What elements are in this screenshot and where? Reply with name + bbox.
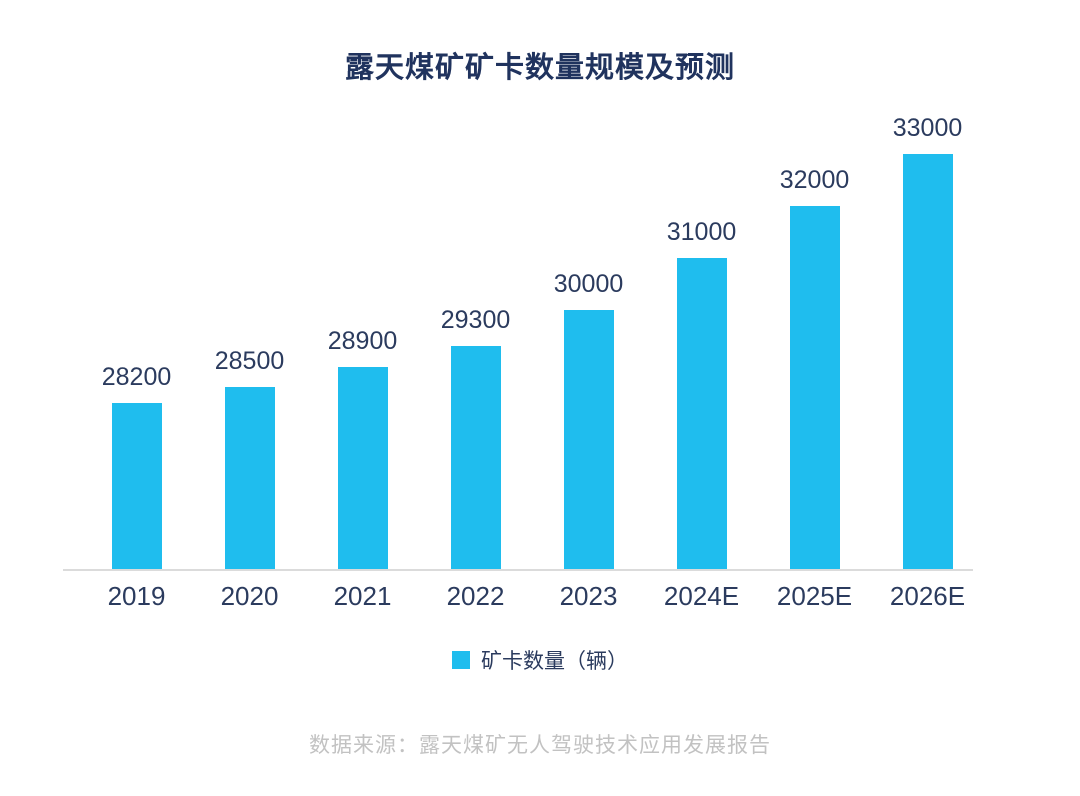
bar-column: 29300 <box>419 110 532 569</box>
bar-value-label: 28900 <box>327 327 398 355</box>
bar-column: 28900 <box>306 110 419 569</box>
bar <box>563 310 614 569</box>
bars-row: 28200 28500 28900 29300 30000 31000 32000 33000 <box>80 110 984 569</box>
bar-value-label: 28200 <box>101 363 172 391</box>
bar <box>676 258 727 569</box>
source-note: 数据来源：露天煤矿无人驾驶技术应用发展报告 <box>309 734 771 757</box>
x-axis-labels: 2019 2020 2021 2022 2023 2024E 2025E 2026E <box>80 581 984 612</box>
bar <box>111 403 162 569</box>
x-axis-tick-label: 2021 <box>333 581 392 611</box>
legend: 矿卡数量（辆） <box>0 645 1080 675</box>
bar <box>789 206 840 569</box>
bar <box>902 154 953 569</box>
x-axis-tick-label: 2020 <box>220 581 279 611</box>
bar-column: 28500 <box>193 110 306 569</box>
bar-value-label: 33000 <box>892 114 963 142</box>
bar-column: 31000 <box>645 110 758 569</box>
x-axis-tick-label: 2019 <box>107 581 166 611</box>
chart-title: 露天煤矿矿卡数量规模及预测 <box>344 52 735 84</box>
bar-column: 32000 <box>758 110 871 569</box>
bar <box>450 346 501 569</box>
bar-column: 28200 <box>80 110 193 569</box>
x-axis-tick-label: 2024E <box>663 581 740 611</box>
x-axis-tick-label: 2025E <box>776 581 853 611</box>
plot-area: 28200 28500 28900 29300 30000 31000 32000 33000… <box>63 110 984 611</box>
bar-value-label: 31000 <box>666 218 737 246</box>
bar <box>224 387 275 569</box>
bar-value-label: 32000 <box>779 166 850 194</box>
x-axis-line <box>63 569 973 571</box>
bar-value-label: 28500 <box>214 347 285 375</box>
bar-column: 30000 <box>532 110 645 569</box>
legend-swatch-icon <box>452 651 470 669</box>
bar <box>337 367 388 569</box>
bar-value-label: 30000 <box>553 270 624 298</box>
bar-column: 33000 <box>871 110 984 569</box>
x-axis-tick-label: 2023 <box>559 581 618 611</box>
x-axis-tick-label: 2022 <box>446 581 505 611</box>
legend-label: 矿卡数量（辆） <box>481 650 628 673</box>
bar-value-label: 29300 <box>440 306 511 334</box>
x-axis-tick-label: 2026E <box>889 581 966 611</box>
